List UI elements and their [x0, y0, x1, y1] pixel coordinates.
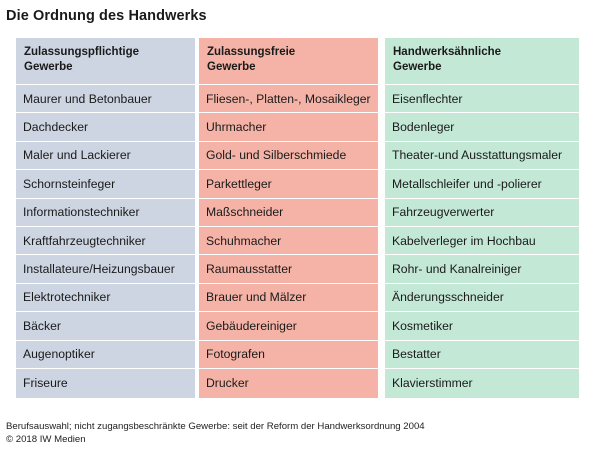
column-header: Handwerksähnliche Gewerbe: [385, 38, 579, 84]
list-item: Drucker: [199, 367, 378, 396]
column-header-line2: Gewerbe: [24, 61, 73, 73]
list-item: Parkettleger: [199, 169, 378, 197]
column-header: Zulassungsfreie Gewerbe: [199, 38, 378, 84]
list-item: Gebäudereiniger: [199, 311, 378, 339]
copyright: © 2018 IW Medien: [6, 434, 86, 445]
list-item: Bäcker: [16, 311, 195, 339]
footer-note: Berufsauswahl; nicht zugangsbeschränkte …: [6, 421, 425, 432]
footer: Berufsauswahl; nicht zugangsbeschränkte …: [6, 420, 425, 446]
list-item: Kraftfahrzeugtechniker: [16, 225, 195, 254]
column-header-line1: Handwerksähnliche: [393, 46, 502, 58]
list-item: Maßschneider: [199, 197, 378, 226]
list-item: Bodenleger: [385, 112, 579, 140]
list-item: Fliesen-, Platten-, Mosaikleger: [199, 84, 378, 112]
list-item: Maurer und Betonbauer: [16, 84, 195, 112]
list-item: Schornsteinfeger: [16, 169, 195, 197]
list-item: Theater-und Ausstattungsmaler: [385, 140, 579, 169]
column-handwerksaehnliche-gewerbe: Handwerksähnliche Gewerbe Eisenflechter …: [385, 38, 579, 398]
column-header-line1: Zulassungsfreie: [207, 46, 296, 58]
list-item: Augenoptiker: [16, 339, 195, 368]
list-item: Klavierstimmer: [385, 367, 579, 396]
column-header-line2: Gewerbe: [393, 61, 442, 73]
list-item: Raumausstatter: [199, 254, 378, 282]
column-header-line2: Gewerbe: [207, 61, 256, 73]
list-item: Kabelverleger im Hochbau: [385, 225, 579, 254]
list-item: Uhrmacher: [199, 112, 378, 140]
list-item: Gold- und Silberschmiede: [199, 140, 378, 169]
list-item: Elektrotechniker: [16, 282, 195, 311]
list-item: Fahrzeugverwerter: [385, 197, 579, 226]
list-item: Maler und Lackierer: [16, 140, 195, 169]
column-header: Zulassungspflichtige Gewerbe: [16, 38, 195, 84]
list-item: Änderungsschneider: [385, 282, 579, 311]
list-item: Bestatter: [385, 339, 579, 368]
column-header-line1: Zulassungspflichtige: [24, 46, 140, 58]
column-zulassungsfreie-gewerbe: Zulassungsfreie Gewerbe Fliesen-, Platte…: [199, 38, 378, 398]
list-item: Eisenflechter: [385, 84, 579, 112]
list-item: Dachdecker: [16, 112, 195, 140]
list-item: Rohr- und Kanalreiniger: [385, 254, 579, 282]
list-item: Metallschleifer und -polierer: [385, 169, 579, 197]
list-item: Schuhmacher: [199, 225, 378, 254]
list-item: Fotografen: [199, 339, 378, 368]
column-zulassungspflichtige-gewerbe: Zulassungspflichtige Gewerbe Maurer und …: [16, 38, 195, 398]
list-item: Kosmetiker: [385, 311, 579, 339]
page-title: Die Ordnung des Handwerks: [6, 8, 207, 24]
list-item: Informationstechniker: [16, 197, 195, 226]
list-item: Installateure/Heizungsbauer: [16, 254, 195, 282]
list-item: Brauer und Mälzer: [199, 282, 378, 311]
list-item: Friseure: [16, 367, 195, 396]
